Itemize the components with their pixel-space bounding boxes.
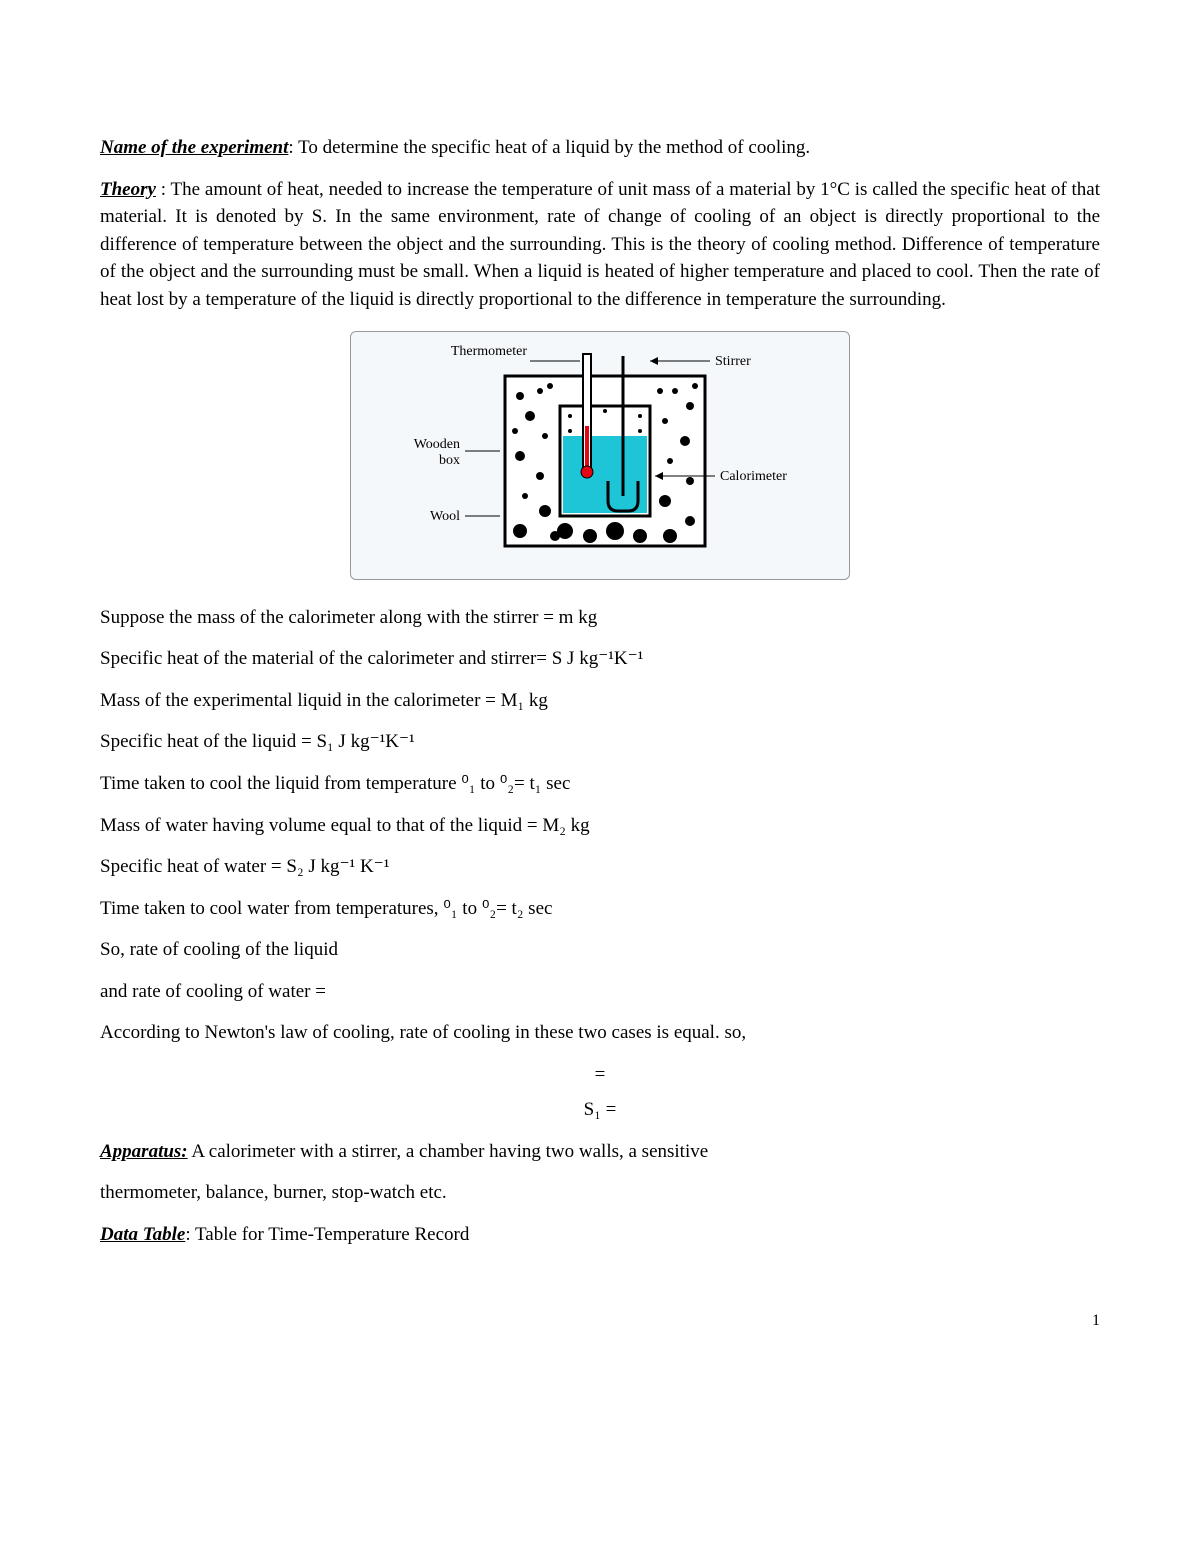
name-heading: Name of the experiment [100,137,288,158]
datatable-text: : Table for Time-Temperature Record [185,1224,469,1245]
figure-box: Thermometer Stirrer Wooden box Wool Calo… [350,331,850,580]
calorimeter-svg: Thermometer Stirrer Wooden box Wool Calo… [355,336,845,566]
wooden-box-label-2: box [439,453,460,468]
stirrer-label: Stirrer [715,354,751,369]
apparatus-line-1: Apparatus: A calorimeter with a stirrer,… [100,1138,1100,1166]
eq-line-5: Time taken to cool the liquid from tempe… [100,770,1100,798]
eq-line-10: and rate of cooling of water = [100,978,1100,1006]
eq-line-11: According to Newton's law of cooling, ra… [100,1019,1100,1047]
eq-line-12: = [100,1061,1100,1089]
eq-line-3: Mass of the experimental liquid in the c… [100,687,1100,715]
eq-line-4: Specific heat of the liquid = S₁ J kg⁻¹K… [100,728,1100,756]
eq-line-13: S₁ = [100,1096,1100,1124]
theory-paragraph: Theory : The amount of heat, needed to i… [100,176,1100,314]
datatable-heading: Data Table [100,1224,185,1245]
theory-heading: Theory [100,179,156,200]
wooden-box-label-1: Wooden [414,437,460,452]
wool-label: Wool [430,509,460,524]
page-number: 1 [100,1309,1100,1332]
apparatus-line-2: thermometer, balance, burner, stop-watch… [100,1179,1100,1207]
apparatus-text-1: A calorimeter with a stirrer, a chamber … [188,1141,709,1162]
calorimeter-figure: Thermometer Stirrer Wooden box Wool Calo… [100,331,1100,580]
eq-line-8: Time taken to cool water from temperatur… [100,895,1100,923]
apparatus-heading: Apparatus: [100,1141,188,1162]
eq-line-2: Specific heat of the material of the cal… [100,645,1100,673]
name-text: : To determine the specific heat of a li… [288,137,810,158]
experiment-name-line: Name of the experiment: To determine the… [100,134,1100,162]
eq-line-9: So, rate of cooling of the liquid [100,936,1100,964]
theory-text: : The amount of heat, needed to increase… [100,179,1100,310]
thermometer-label: Thermometer [451,344,528,359]
datatable-line: Data Table: Table for Time-Temperature R… [100,1221,1100,1249]
calorimeter-label: Calorimeter [720,469,787,484]
eq-line-7: Specific heat of water = S₂ J kg⁻¹ K⁻¹ [100,853,1100,881]
eq-line-6: Mass of water having volume equal to tha… [100,812,1100,840]
eq-line-1: Suppose the mass of the calorimeter alon… [100,604,1100,632]
